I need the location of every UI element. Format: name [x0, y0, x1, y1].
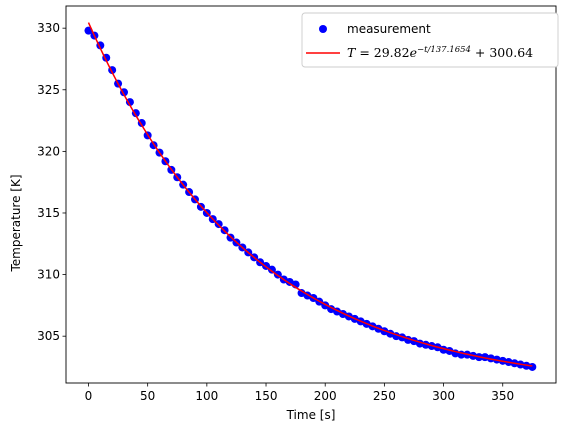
y-tick-label: 320: [37, 144, 60, 158]
legend-measurement-marker: [319, 25, 327, 33]
x-tick-label: 200: [314, 389, 337, 403]
y-tick-label: 305: [37, 329, 60, 343]
y-tick-label: 325: [37, 83, 60, 97]
legend-frame: [301, 12, 559, 68]
x-axis: 0 50 100 150 200 250 300 350: [85, 383, 514, 403]
x-tick-label: 350: [491, 389, 514, 403]
plot-area: [65, 5, 557, 384]
legend-fit-tail: + 300.64: [471, 45, 533, 60]
measurement-point: [528, 362, 537, 371]
x-tick-label: 100: [195, 389, 218, 403]
measurement-point: [125, 98, 134, 107]
y-tick-label: 310: [37, 268, 60, 282]
x-tick-label: 0: [85, 389, 93, 403]
legend-fit-eq: = 29.82: [355, 45, 409, 60]
legend-fit-base: e: [410, 45, 417, 60]
legend-fit-label: T = 29.82e−t/137.1654 + 300.64: [347, 45, 533, 60]
y-axis-title: Temperature [K]: [9, 174, 23, 272]
legend-fit-lhs: T: [347, 45, 357, 60]
measurement-point: [267, 265, 276, 274]
y-tick-label: 330: [37, 21, 60, 35]
x-tick-label: 250: [373, 389, 396, 403]
x-axis-title: Time [s]: [286, 408, 336, 422]
y-axis: 305 310 315 320 325 330: [37, 21, 66, 343]
x-tick-label: 300: [432, 389, 455, 403]
fit-curve-line: [87, 22, 533, 367]
x-tick-label: 150: [255, 389, 278, 403]
legend-fit-exponent: −t/137.1654: [417, 45, 471, 55]
legend-measurement-label: measurement: [347, 22, 431, 36]
x-tick-label: 50: [140, 389, 155, 403]
legend: measurement T = 29.82e−t/137.1654 + 300.…: [301, 12, 559, 68]
axes-frame: [65, 5, 557, 384]
y-tick-label: 315: [37, 206, 60, 220]
